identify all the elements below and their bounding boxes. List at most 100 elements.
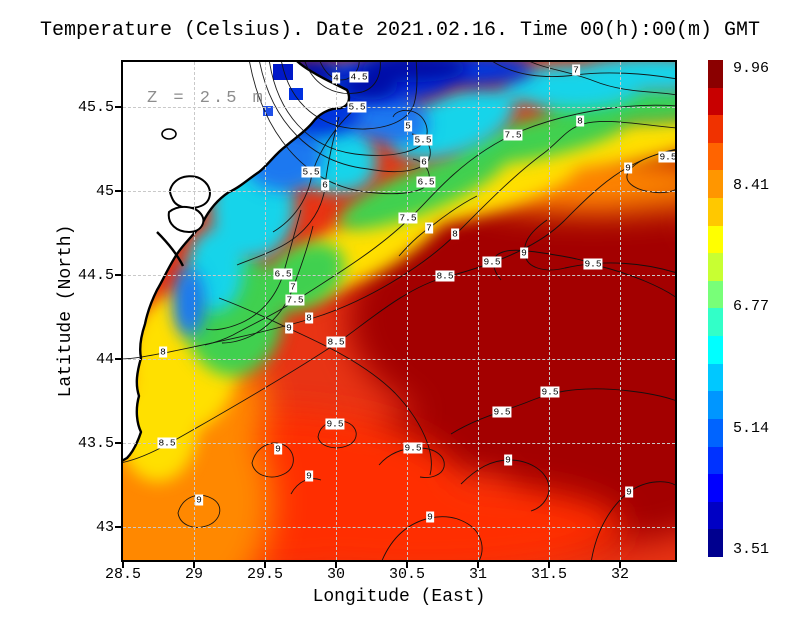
map-overlay: Z = 2.5 m 4 4.5 5.5 5 5.5 6 6.5 5.5 6 7.5 7 8 9 9.5 7.… bbox=[123, 62, 675, 560]
contour-label: 9 bbox=[504, 454, 512, 466]
contour-label: 7 bbox=[572, 64, 580, 76]
colorbar-segment bbox=[708, 170, 723, 199]
lagoon bbox=[169, 175, 211, 209]
colorbar-segment bbox=[708, 115, 723, 143]
contour-label: 9 bbox=[305, 470, 313, 482]
x-tick-label: 29 bbox=[184, 566, 203, 583]
colorbar-tick-label: 6.77 bbox=[733, 298, 770, 315]
x-tick-mark bbox=[335, 562, 337, 568]
contour-label: 9 bbox=[625, 486, 633, 498]
contour-label: 9 bbox=[285, 322, 293, 334]
gridline-horizontal bbox=[123, 359, 675, 360]
colorbar-segment bbox=[708, 198, 723, 226]
contour-label: 8.5 bbox=[157, 437, 177, 449]
contour-label: 9 bbox=[274, 443, 282, 455]
colorbar-segment bbox=[708, 336, 723, 364]
x-tick-label: 31 bbox=[468, 566, 487, 583]
y-axis-label: Latitude (North) bbox=[56, 224, 76, 398]
gridline-horizontal bbox=[123, 275, 675, 276]
contour-label: 8 bbox=[305, 312, 313, 324]
colorbar-segment bbox=[708, 308, 723, 337]
colorbar bbox=[708, 60, 723, 557]
temperature-field bbox=[123, 62, 675, 560]
colorbar-segment bbox=[708, 142, 723, 171]
y-tick-mark bbox=[115, 442, 121, 444]
colorbar-tick-label: 9.96 bbox=[733, 59, 770, 77]
x-tick-mark bbox=[477, 562, 479, 568]
contour-label: 9.5 bbox=[540, 386, 560, 398]
y-tick-label: 43.5 bbox=[77, 435, 114, 452]
gridline-vertical bbox=[620, 62, 621, 560]
y-tick-label: 44 bbox=[95, 351, 114, 368]
contour-label: 5.5 bbox=[347, 101, 367, 113]
colorbar-segment bbox=[708, 280, 723, 309]
contour-label: 9.5 bbox=[583, 258, 603, 270]
x-tick-mark bbox=[264, 562, 266, 568]
colorbar-segment bbox=[708, 501, 723, 530]
colorbar-tick-label: 5.14 bbox=[733, 419, 770, 437]
x-tick-mark bbox=[406, 562, 408, 568]
y-tick-label: 45.5 bbox=[77, 99, 114, 116]
y-tick-mark bbox=[115, 106, 121, 108]
colorbar-segment bbox=[708, 446, 723, 475]
x-tick-label: 28.5 bbox=[104, 566, 141, 583]
colorbar-segment bbox=[708, 418, 723, 447]
contour-label: 8 bbox=[576, 115, 584, 127]
contour-label: 9.5 bbox=[658, 151, 677, 163]
depth-annotation: Z = 2.5 m bbox=[147, 89, 266, 108]
contour-label: 9.5 bbox=[482, 256, 502, 268]
y-tick-mark bbox=[115, 526, 121, 528]
contour-label: 6.5 bbox=[273, 268, 293, 280]
contour-label: 9 bbox=[624, 162, 632, 174]
contour-label: 7 bbox=[425, 222, 433, 234]
contour-label: 7.5 bbox=[398, 212, 418, 224]
gridline-vertical bbox=[265, 62, 266, 560]
colorbar-segment bbox=[708, 391, 723, 419]
contour-label: 8 bbox=[159, 346, 167, 358]
gridline-vertical bbox=[549, 62, 550, 560]
y-tick-mark bbox=[115, 358, 121, 360]
y-tick-label: 45 bbox=[95, 183, 114, 200]
colorbar-segment bbox=[708, 363, 723, 392]
x-tick-mark bbox=[122, 562, 124, 568]
gridline-vertical bbox=[194, 62, 195, 560]
contour-label: 9.5 bbox=[325, 418, 345, 430]
contour-label: 4.5 bbox=[349, 71, 369, 83]
plot-title: Temperature (Celsius). Date 2021.02.16. … bbox=[39, 19, 761, 42]
x-axis-label: Longitude (East) bbox=[312, 587, 486, 607]
x-tick-mark bbox=[548, 562, 550, 568]
contour-label: 8.5 bbox=[435, 270, 455, 282]
y-tick-label: 43 bbox=[95, 519, 114, 536]
colorbar-segment bbox=[708, 87, 723, 116]
colorbar-segment bbox=[708, 225, 723, 254]
colorbar-tick-label: 8.41 bbox=[733, 176, 770, 194]
contour-label: 7.5 bbox=[503, 129, 523, 141]
gridline-horizontal bbox=[123, 527, 675, 528]
colorbar-segment bbox=[708, 60, 723, 88]
contour-label: 9.5 bbox=[492, 406, 512, 418]
colorbar-segment bbox=[708, 474, 723, 502]
contour-label: 6 bbox=[420, 156, 428, 168]
gridline-horizontal bbox=[123, 107, 675, 108]
contour-label: 4 bbox=[332, 72, 340, 84]
contour-label: 8 bbox=[451, 228, 459, 240]
gridline-vertical bbox=[336, 62, 337, 560]
inland-lake bbox=[161, 128, 177, 140]
contour-label: 7 bbox=[289, 281, 297, 293]
y-tick-mark bbox=[115, 190, 121, 192]
contour-label: 9.5 bbox=[403, 442, 423, 454]
x-tick-label: 30 bbox=[326, 566, 345, 583]
x-tick-mark bbox=[619, 562, 621, 568]
contour-label: 5 bbox=[404, 120, 412, 132]
x-tick-label: 29.5 bbox=[246, 566, 283, 583]
contour-label: 8.5 bbox=[326, 336, 346, 348]
contour-label: 5.5 bbox=[301, 166, 321, 178]
gridline-horizontal bbox=[123, 443, 675, 444]
x-tick-label: 31.5 bbox=[530, 566, 567, 583]
y-tick-mark bbox=[115, 274, 121, 276]
x-tick-label: 32 bbox=[610, 566, 629, 583]
contour-label: 6 bbox=[321, 179, 329, 191]
gridline-horizontal bbox=[123, 191, 675, 192]
contour-label: 6.5 bbox=[416, 176, 436, 188]
